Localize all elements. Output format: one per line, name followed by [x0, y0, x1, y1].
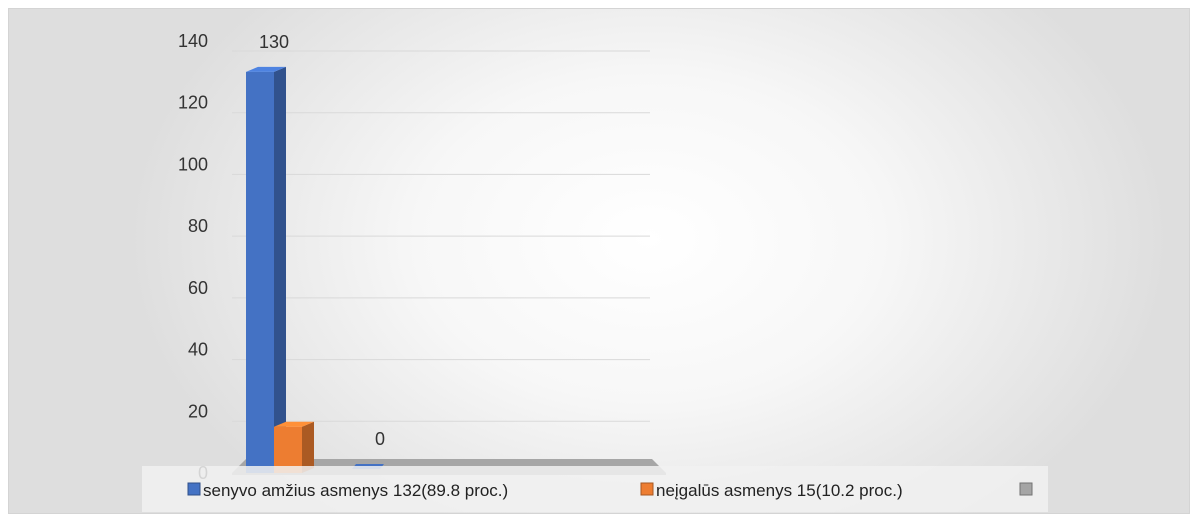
legend-item: senyvo amžius asmenys 132(89.8 proc.) — [187, 481, 508, 500]
legend-swatch — [1019, 482, 1033, 496]
bar-series0-cat0-side — [274, 66, 286, 473]
data-label: 0 — [375, 429, 385, 449]
bar-series0-cat0-front — [246, 71, 274, 473]
bar-series0-cat0 — [246, 66, 286, 473]
bar-series1-cat0 — [274, 421, 314, 473]
y-tick-label: 80 — [188, 216, 208, 236]
bar-series1-cat0-side — [302, 421, 314, 473]
legend-label: neįgalūs asmenys 15(10.2 proc.) — [656, 481, 903, 500]
y-tick-label: 100 — [178, 154, 208, 174]
y-tick-label: 60 — [188, 278, 208, 298]
gridlines — [232, 50, 650, 422]
legend-swatch — [640, 482, 654, 496]
bar-series0-cat0-top — [246, 66, 286, 72]
legend-item: neįgalūs asmenys 15(10.2 proc.) — [640, 481, 903, 500]
legend-item — [1019, 482, 1033, 496]
y-tick-label: 40 — [188, 340, 208, 360]
legend-box — [142, 466, 1048, 512]
legend-label: senyvo amžius asmenys 132(89.8 proc.) — [203, 481, 508, 500]
y-tick-label: 140 — [178, 31, 208, 51]
bar-series1-cat0-front — [274, 426, 302, 473]
legend: senyvo amžius asmenys 132(89.8 proc.) neį… — [142, 466, 1048, 512]
bars — [246, 66, 384, 473]
bar-series1-cat0-top — [274, 421, 314, 427]
data-labels: 130 0 — [259, 32, 385, 449]
legend-swatch — [187, 482, 201, 496]
chart-area — [8, 8, 1190, 514]
y-tick-label: 20 — [188, 401, 208, 421]
data-label: 130 — [259, 32, 289, 52]
y-axis-tick-labels: 020406080100120140 — [178, 31, 208, 483]
y-tick-label: 120 — [178, 93, 208, 113]
